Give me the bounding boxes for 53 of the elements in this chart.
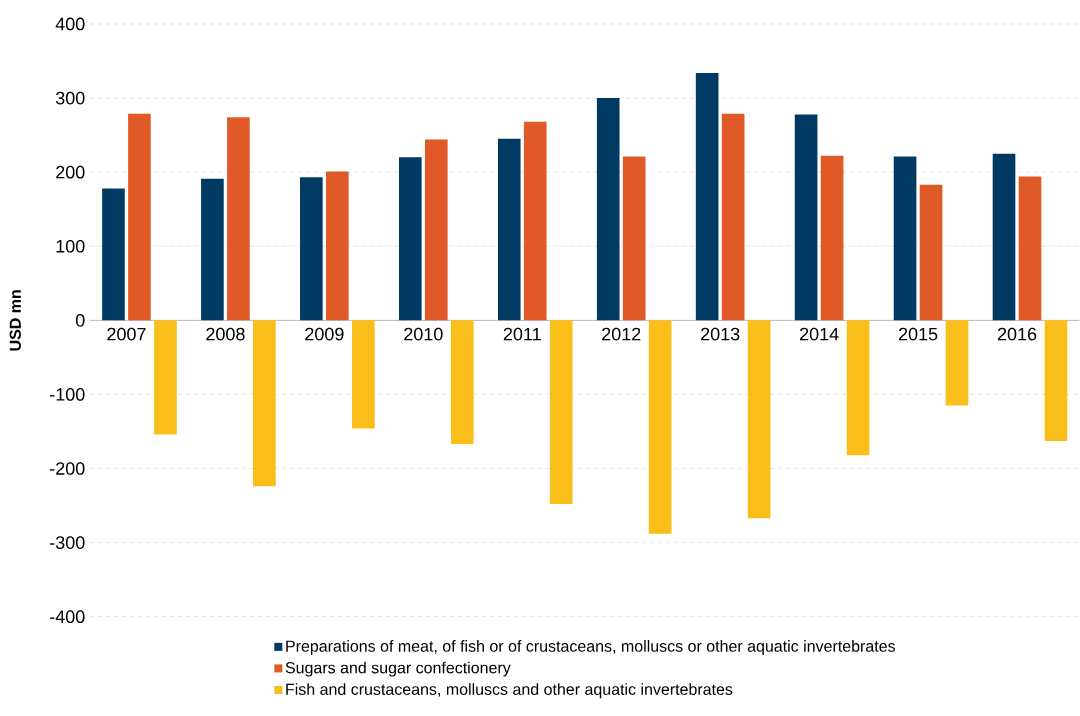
bar: [695, 73, 719, 321]
bar: [128, 113, 151, 321]
bar: [919, 184, 943, 321]
y-tick-label: 0: [75, 314, 85, 327]
bar: [154, 320, 177, 435]
y-tick-label: 300: [55, 91, 85, 105]
x-tick-label: 2011: [503, 327, 541, 341]
y-tick-label: 400: [55, 17, 85, 31]
x-tick-label: 2009: [305, 327, 344, 341]
y-tick-label: 100: [56, 240, 85, 253]
x-tick-label: 2013: [701, 327, 740, 341]
bar: [201, 179, 224, 321]
bar: [450, 320, 474, 445]
y-tick-label: -400: [50, 610, 85, 624]
x-tick-label: 2014: [800, 327, 839, 341]
bar: [398, 157, 422, 321]
legend-label: Fish and crustaceans, molluscs and other aquatic invertebrates: [286, 683, 733, 699]
bar: [227, 117, 250, 321]
y-axis-title: USD mn: [9, 290, 21, 351]
bar: [1044, 320, 1068, 442]
bar: [497, 139, 521, 321]
bar: [721, 113, 745, 321]
bar: [622, 156, 646, 321]
bar: [424, 139, 448, 321]
bar: [300, 177, 323, 321]
bar: [794, 114, 818, 321]
y-tick-label: -300: [50, 536, 85, 550]
x-tick-label: 2016: [997, 327, 1037, 341]
bar: [992, 153, 1016, 321]
legend-label: Sugars and sugar confectionery: [285, 661, 511, 677]
legend-label: Preparations of meat, of fish or of crustaceans, molluscs or other aquatic invertebrates: [286, 640, 895, 656]
bar: [326, 171, 349, 321]
x-tick-label: 2007: [107, 327, 146, 341]
x-tick-label: 2012: [602, 327, 641, 341]
bar: [352, 320, 375, 429]
bar: [820, 156, 844, 321]
bar: [945, 320, 969, 406]
bar: [648, 320, 672, 534]
y-tick-label: 200: [56, 165, 85, 179]
bar: [253, 320, 276, 487]
y-tick-label: -100: [50, 388, 85, 401]
x-tick-label: 2010: [404, 327, 443, 341]
bar: [1018, 176, 1042, 321]
y-tick-label: -200: [50, 462, 85, 476]
bar: [846, 320, 870, 456]
bar: [747, 320, 771, 519]
bar: [893, 156, 917, 321]
x-tick-label: 2015: [898, 327, 938, 341]
bar: [102, 188, 125, 321]
bar: [523, 121, 547, 321]
bar: [596, 98, 620, 321]
bar: [549, 320, 573, 505]
x-tick-label: 2008: [206, 327, 245, 341]
